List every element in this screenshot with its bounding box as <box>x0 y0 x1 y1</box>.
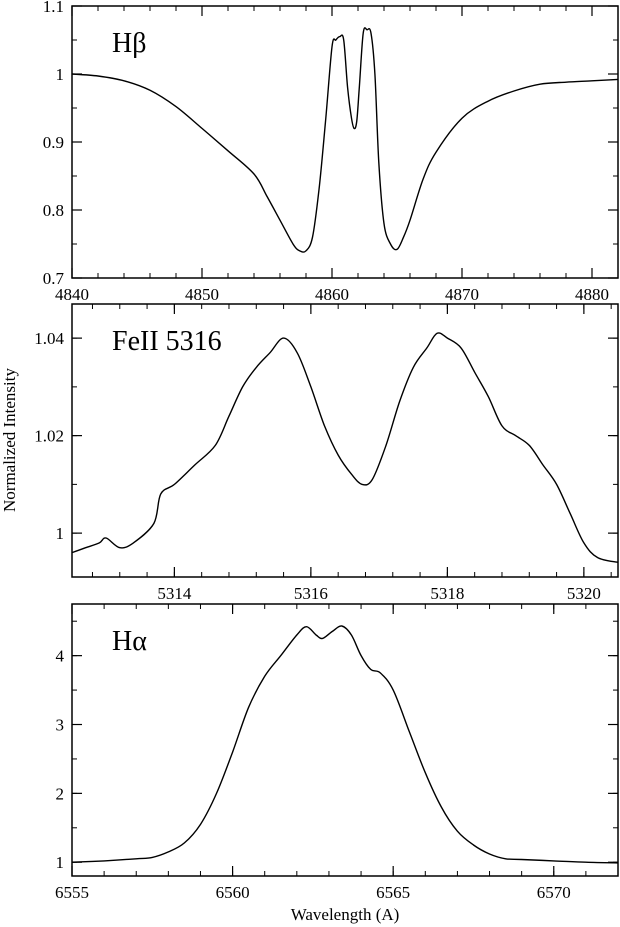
panel-feii-label: FeII 5316 <box>112 326 222 357</box>
panel-hbeta-xtick-label: 4880 <box>575 285 609 304</box>
panel-hbeta-xtick-label: 4870 <box>445 285 479 304</box>
panel-halpha-label: Hα <box>112 626 147 657</box>
panel-hbeta-label: Hβ <box>112 28 146 59</box>
panel-halpha-xtick-label: 6565 <box>376 883 410 902</box>
panel-halpha-series-line <box>71 625 619 864</box>
panel-feii-ytick-label: 1 <box>56 524 65 543</box>
panel-halpha-xtick-label: 6560 <box>216 883 250 902</box>
panel-feii-xtick-label: 5320 <box>567 584 601 603</box>
panel-hbeta-ytick-label: 0.8 <box>43 201 64 220</box>
panel-feii-frame <box>71 303 619 578</box>
panel-hbeta-ytick-label: 0.7 <box>43 269 65 288</box>
panel-halpha: Hα 6555 6560 6565 6570 1 2 3 4 Wavelength (A) <box>55 603 619 924</box>
panel-hbeta-xtick-label: 4850 <box>185 285 219 304</box>
panel-halpha-ytick-label: 1 <box>56 853 65 872</box>
y-axis-title: Normalized Intensity <box>0 368 19 512</box>
panel-hbeta-ytick-label: 1.1 <box>43 0 64 16</box>
panel-hbeta-ticks: 4840 4850 4860 4870 4880 0.7 0.8 0.9 1 1.1 <box>43 0 619 304</box>
panel-halpha-xtick-label: 6570 <box>537 883 571 902</box>
panel-halpha-ytick-label: 3 <box>56 716 65 735</box>
panel-halpha-frame <box>71 603 619 877</box>
panel-feii: FeII 5316 5314 5316 5318 5320 1 1.02 1.04 <box>34 303 619 603</box>
panel-halpha-ytick-label: 4 <box>56 647 65 666</box>
panel-feii-ytick-label: 1.02 <box>34 427 64 446</box>
panel-hbeta-xtick-label: 4860 <box>315 285 349 304</box>
x-axis-title: Wavelength (A) <box>291 905 400 924</box>
panel-feii-series-line <box>71 332 619 564</box>
panel-feii-xtick-label: 5316 <box>294 584 328 603</box>
panel-feii-ytick-label: 1.04 <box>34 329 64 348</box>
panel-hbeta-ytick-label: 0.9 <box>43 133 64 152</box>
panel-feii-xtick-label: 5318 <box>430 584 464 603</box>
panel-hbeta-xtick-label: 4840 <box>55 285 89 304</box>
panel-feii-ticks: 5314 5316 5318 5320 1 1.02 1.04 <box>34 304 618 603</box>
panel-halpha-xtick-label: 6555 <box>55 883 89 902</box>
panel-halpha-ytick-label: 2 <box>56 784 65 803</box>
panel-hbeta: Hβ 4840 4850 4860 4870 4880 0.7 0.8 0.9 1 1.1 <box>43 0 619 304</box>
panel-hbeta-series-line <box>71 27 619 253</box>
panel-hbeta-ytick-label: 1 <box>56 65 65 84</box>
panel-feii-xtick-label: 5314 <box>157 584 192 603</box>
